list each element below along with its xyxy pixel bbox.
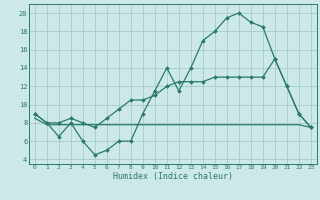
X-axis label: Humidex (Indice chaleur): Humidex (Indice chaleur) [113, 172, 233, 181]
